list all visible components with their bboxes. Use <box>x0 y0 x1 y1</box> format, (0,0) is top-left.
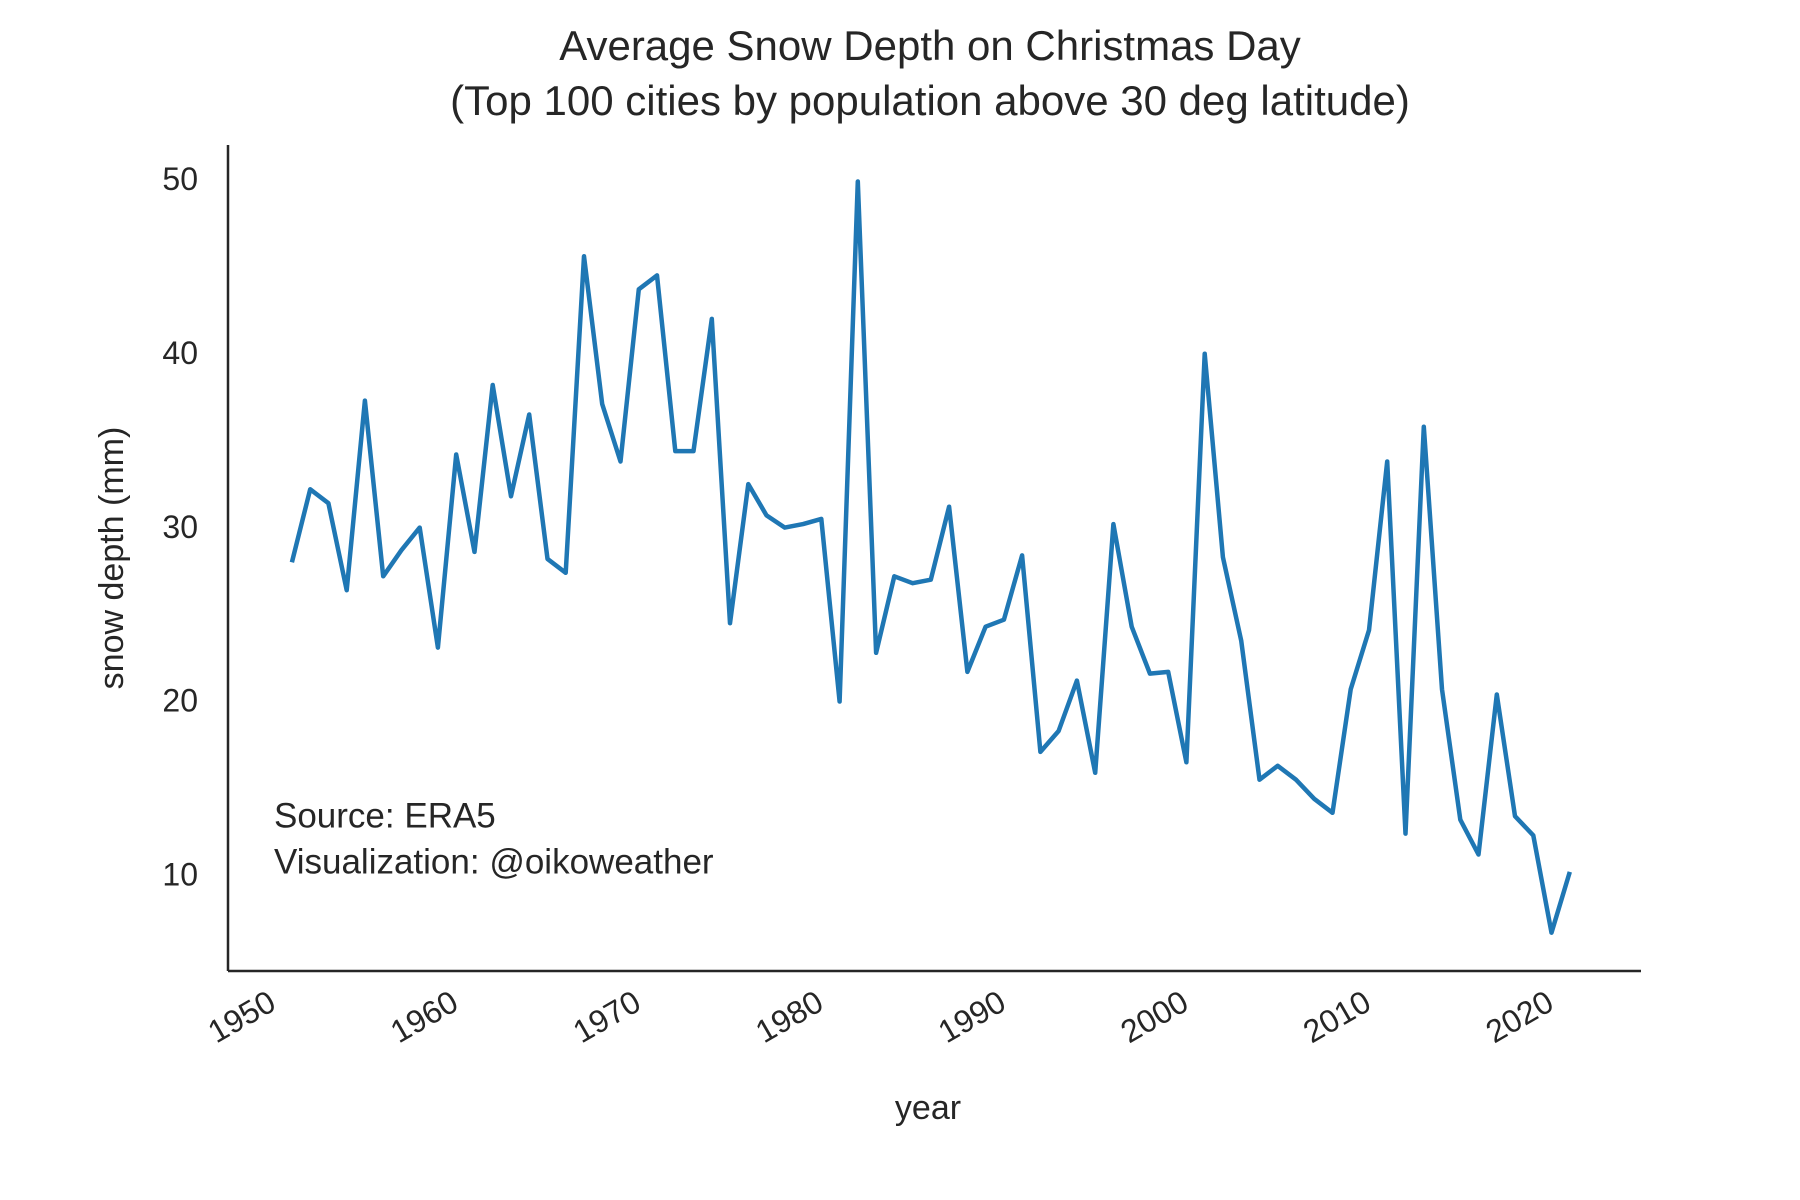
data-line <box>289 179 1572 935</box>
y-tick-label: 40 <box>162 335 198 371</box>
chart-title: Average Snow Depth on Christmas Day <box>559 22 1301 69</box>
y-axis-label: snow depth (mm) <box>93 427 131 690</box>
x-tick-label: 2010 <box>1297 983 1377 1050</box>
y-tick-label: 30 <box>162 509 198 545</box>
x-tick-label: 1970 <box>567 983 647 1050</box>
x-tick-label: 1990 <box>932 983 1012 1050</box>
annotation: Visualization: @oikoweather <box>274 842 714 881</box>
x-tick-label: 1950 <box>202 983 282 1050</box>
y-tick-label: 50 <box>162 161 198 197</box>
x-tick-label: 2000 <box>1115 983 1195 1050</box>
annotation: Source: ERA5 <box>274 796 496 835</box>
x-tick-label: 2020 <box>1480 983 1560 1050</box>
x-axis-label: year <box>895 1089 961 1127</box>
x-tick-label: 1980 <box>749 983 829 1050</box>
chart-subtitle: (Top 100 cities by population above 30 d… <box>450 77 1410 124</box>
y-tick-label: 20 <box>162 683 198 719</box>
y-tick-label: 10 <box>162 857 198 893</box>
x-tick-label: 1960 <box>384 983 464 1050</box>
